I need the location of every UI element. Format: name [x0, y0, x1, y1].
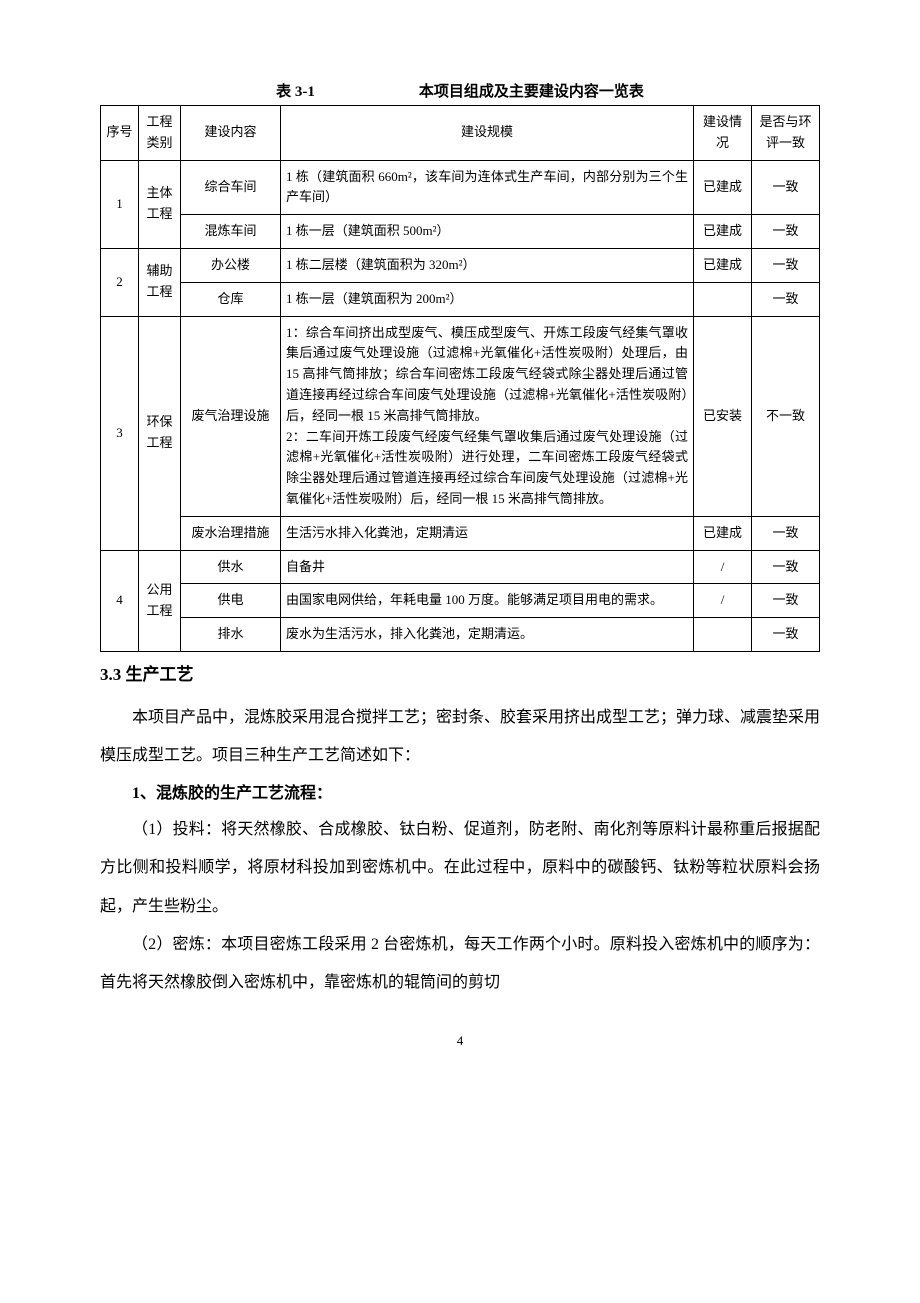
cell-scale: 1：综合车间挤出成型废气、模压成型废气、开炼工段废气经集气罩收集后通过废气处理设… — [281, 316, 694, 516]
cell-content: 供水 — [181, 550, 281, 584]
table-row: 4 公用工程 供水 自备井 / 一致 — [101, 550, 820, 584]
cell-consistency: 一致 — [752, 160, 820, 215]
cell-consistency: 一致 — [752, 550, 820, 584]
cell-category: 辅助工程 — [139, 248, 181, 316]
table-row: 2 辅助工程 办公楼 1 栋二层楼（建筑面积为 320m²） 已建成 一致 — [101, 248, 820, 282]
cell-status: 已建成 — [694, 516, 752, 550]
table-title: 本项目组成及主要建设内容一览表 — [419, 80, 644, 101]
sub-heading: 1、混炼胶的生产工艺流程： — [100, 776, 820, 811]
table-label: 表 3-1 — [276, 80, 315, 101]
cell-content: 排水 — [181, 618, 281, 652]
cell-scale: 1 栋（建筑面积 660m²，该车间为连体式生产车间，内部分别为三个生产车间） — [281, 160, 694, 215]
cell-category: 公用工程 — [139, 550, 181, 651]
cell-category: 环保工程 — [139, 316, 181, 550]
cell-scale: 自备井 — [281, 550, 694, 584]
cell-content: 混炼车间 — [181, 215, 281, 249]
cell-scale: 由国家电网供给，年耗电量 100 万度。能够满足项目用电的需求。 — [281, 584, 694, 618]
cell-content: 废气治理设施 — [181, 316, 281, 516]
cell-status: 已建成 — [694, 248, 752, 282]
table-title-row: 表 3-1 本项目组成及主要建设内容一览表 — [100, 80, 820, 101]
cell-scale: 1 栋一层（建筑面积为 200m²） — [281, 282, 694, 316]
cell-seq: 4 — [101, 550, 139, 651]
cell-status: / — [694, 584, 752, 618]
paragraph-step2: （2）密炼：本项目密炼工段采用 2 台密炼机，每天工作两个小时。原料投入密炼机中… — [100, 926, 820, 1003]
cell-status: 已建成 — [694, 215, 752, 249]
cell-scale: 1 栋一层（建筑面积 500m²） — [281, 215, 694, 249]
cell-consistency: 一致 — [752, 584, 820, 618]
cell-consistency: 一致 — [752, 248, 820, 282]
cell-content: 办公楼 — [181, 248, 281, 282]
cell-content: 仓库 — [181, 282, 281, 316]
cell-status — [694, 282, 752, 316]
cell-scale: 1 栋二层楼（建筑面积为 320m²） — [281, 248, 694, 282]
table-row: 混炼车间 1 栋一层（建筑面积 500m²） 已建成 一致 — [101, 215, 820, 249]
cell-consistency: 一致 — [752, 516, 820, 550]
header-seq: 序号 — [101, 106, 139, 161]
cell-scale: 生活污水排入化粪池，定期清运 — [281, 516, 694, 550]
table-header-row: 序号 工程类别 建设内容 建设规模 建设情况 是否与环评一致 — [101, 106, 820, 161]
cell-seq: 3 — [101, 316, 139, 550]
table-row: 仓库 1 栋一层（建筑面积为 200m²） 一致 — [101, 282, 820, 316]
cell-content: 供电 — [181, 584, 281, 618]
cell-status: 已建成 — [694, 160, 752, 215]
cell-content: 综合车间 — [181, 160, 281, 215]
cell-status: / — [694, 550, 752, 584]
paragraph-step1: （1）投料：将天然橡胶、合成橡胶、钛白粉、促道剂，防老附、南化剂等原料计最称重后… — [100, 811, 820, 926]
table-row: 供电 由国家电网供给，年耗电量 100 万度。能够满足项目用电的需求。 / 一致 — [101, 584, 820, 618]
header-scale: 建设规模 — [281, 106, 694, 161]
section-heading: 3.3 生产工艺 — [100, 660, 820, 685]
cell-scale: 废水为生活污水，排入化粪池，定期清运。 — [281, 618, 694, 652]
cell-content: 废水治理措施 — [181, 516, 281, 550]
cell-consistency: 一致 — [752, 618, 820, 652]
cell-status — [694, 618, 752, 652]
construction-table: 序号 工程类别 建设内容 建设规模 建设情况 是否与环评一致 1 主体工程 综合… — [100, 105, 820, 652]
table-row: 排水 废水为生活污水，排入化粪池，定期清运。 一致 — [101, 618, 820, 652]
table-row: 3 环保工程 废气治理设施 1：综合车间挤出成型废气、模压成型废气、开炼工段废气… — [101, 316, 820, 516]
cell-status: 已安装 — [694, 316, 752, 516]
paragraph-intro: 本项目产品中，混炼胶采用混合搅拌工艺；密封条、胶套采用挤出成型工艺；弹力球、减震… — [100, 699, 820, 776]
cell-seq: 1 — [101, 160, 139, 248]
header-status: 建设情况 — [694, 106, 752, 161]
header-category: 工程类别 — [139, 106, 181, 161]
cell-category: 主体工程 — [139, 160, 181, 248]
cell-consistency: 不一致 — [752, 316, 820, 516]
table-row: 1 主体工程 综合车间 1 栋（建筑面积 660m²，该车间为连体式生产车间，内… — [101, 160, 820, 215]
cell-consistency: 一致 — [752, 282, 820, 316]
header-content: 建设内容 — [181, 106, 281, 161]
header-consistency: 是否与环评一致 — [752, 106, 820, 161]
table-row: 废水治理措施 生活污水排入化粪池，定期清运 已建成 一致 — [101, 516, 820, 550]
page-number: 4 — [100, 1033, 820, 1049]
cell-consistency: 一致 — [752, 215, 820, 249]
cell-seq: 2 — [101, 248, 139, 316]
